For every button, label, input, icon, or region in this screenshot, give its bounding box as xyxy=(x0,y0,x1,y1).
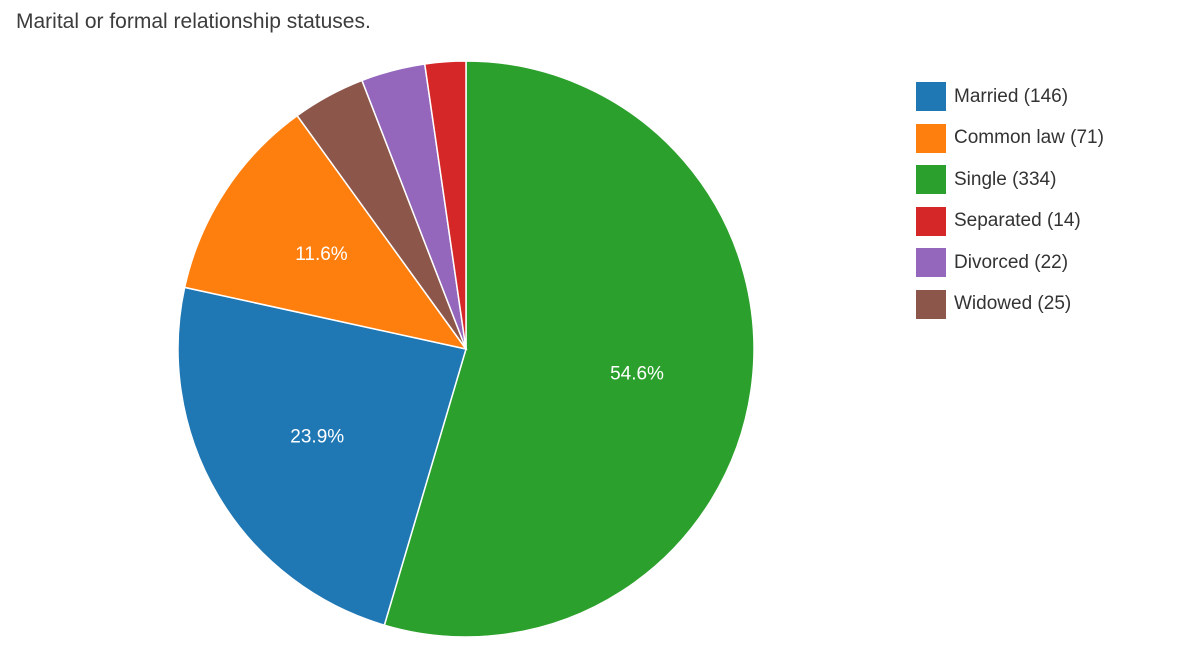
legend-item: Separated (14) xyxy=(916,206,1104,236)
legend-item: Common law (71) xyxy=(916,123,1104,153)
legend-swatch xyxy=(916,165,946,195)
legend-item: Widowed (25) xyxy=(916,289,1104,319)
legend-swatch xyxy=(916,206,946,236)
pie-slice-separated xyxy=(423,60,467,350)
legend-swatch xyxy=(916,289,946,319)
legend-label: Divorced (22) xyxy=(954,251,1069,273)
pie-slice-common-law xyxy=(183,114,468,351)
legend-swatch xyxy=(916,248,946,278)
pie-slice-single xyxy=(383,60,755,638)
slice-data-label: 23.9% xyxy=(290,426,344,447)
legend-label: Separated (14) xyxy=(954,210,1081,232)
slice-data-label: 54.6% xyxy=(610,363,664,384)
legend: Married (146) Common law (71) Single (33… xyxy=(916,82,1104,332)
chart-title: Marital or formal relationship statuses. xyxy=(16,10,371,33)
legend-label: Widowed (25) xyxy=(954,293,1072,315)
legend-item: Married (146) xyxy=(916,82,1104,111)
legend-label: Common law (71) xyxy=(954,127,1104,149)
legend-label: Married (146) xyxy=(954,85,1069,107)
legend-swatch xyxy=(916,123,946,153)
pie-slice-married xyxy=(177,286,467,627)
legend-swatch xyxy=(916,82,946,111)
slice-data-label: 11.6% xyxy=(295,244,348,265)
legend-label: Single (334) xyxy=(954,168,1057,190)
legend-item: Single (334) xyxy=(916,165,1104,195)
legend-item: Divorced (22) xyxy=(916,248,1104,278)
